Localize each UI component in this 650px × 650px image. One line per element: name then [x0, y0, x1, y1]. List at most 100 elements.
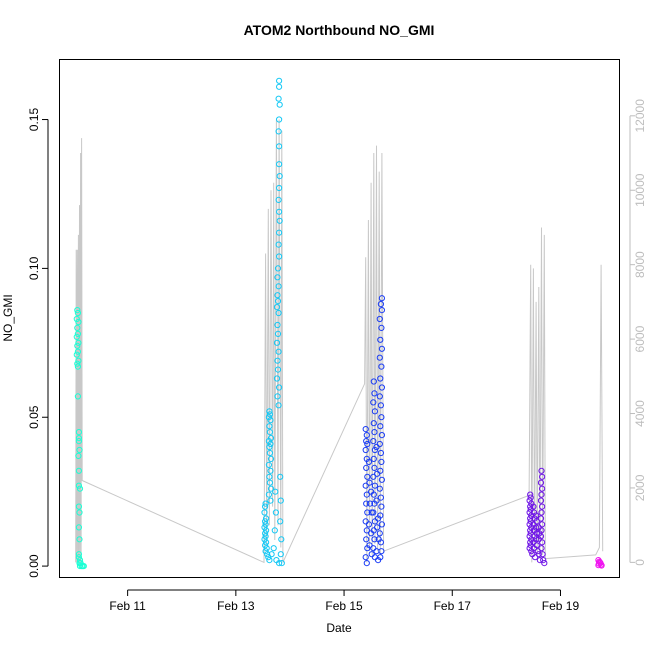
data-point: [265, 491, 272, 498]
data-point: [376, 530, 383, 537]
data-point: [267, 485, 275, 492]
data-point: [366, 479, 373, 486]
data-point: [378, 324, 385, 331]
data-point: [278, 560, 285, 567]
data-point: [365, 521, 372, 528]
data-point: [266, 449, 273, 457]
data-point: [527, 515, 534, 522]
data-point: [371, 408, 378, 415]
data-point: [274, 357, 281, 364]
data-point: [273, 304, 281, 311]
data-point: [378, 384, 385, 391]
data-point: [276, 208, 283, 215]
data-point: [74, 348, 82, 355]
data-point: [263, 545, 270, 552]
data-point: [368, 551, 375, 558]
data-point: [75, 524, 83, 531]
data-point: [74, 330, 82, 337]
data-point: [378, 307, 385, 314]
data-point: [527, 491, 534, 498]
data-point: [76, 509, 83, 516]
data-point: [80, 563, 87, 570]
data-point: [370, 473, 377, 480]
data-point: [538, 491, 545, 498]
data-point: [532, 554, 539, 561]
data-point: [262, 500, 269, 507]
data-point: [378, 345, 385, 352]
data-point: [376, 393, 383, 400]
data-point: [276, 101, 283, 108]
data-point: [75, 452, 82, 459]
x-tick-label: Feb 13: [217, 599, 255, 613]
data-point: [274, 298, 282, 305]
altitude-line: [75, 119, 604, 564]
data-point: [535, 536, 542, 543]
data-point: [377, 301, 384, 308]
data-point: [261, 524, 268, 531]
data-point: [376, 485, 383, 492]
data-point: [276, 116, 283, 123]
data-point: [276, 77, 283, 84]
data-point: [371, 554, 378, 561]
data-point: [378, 432, 385, 439]
data-point: [364, 509, 371, 516]
data-point: [262, 530, 269, 537]
data-point: [534, 548, 541, 555]
data-point: [373, 497, 380, 504]
data-point: [363, 438, 370, 445]
data-point: [276, 229, 283, 236]
data-point: [74, 324, 81, 331]
data-point: [377, 494, 384, 501]
data-point: [533, 536, 540, 543]
data-point: [373, 548, 380, 555]
data-point: [266, 411, 273, 418]
data-point: [266, 423, 273, 430]
data-point: [375, 515, 382, 522]
data-point: [275, 348, 282, 355]
data-point: [530, 503, 537, 510]
data-point: [276, 217, 283, 224]
data-point: [75, 318, 82, 326]
data-point: [538, 467, 545, 474]
data-points: [73, 77, 605, 570]
y2-tick-label: 2000: [633, 474, 647, 501]
y2-tick-label: 12000: [633, 99, 647, 133]
data-point: [374, 524, 381, 531]
data-point: [378, 363, 385, 370]
x-tick-label: Feb 15: [325, 599, 363, 613]
data-point: [363, 527, 370, 534]
data-point: [537, 497, 545, 504]
data-point: [371, 464, 378, 471]
data-point: [263, 515, 270, 522]
data-point: [272, 509, 279, 516]
altitude-trace: [75, 119, 604, 564]
data-point: [276, 184, 283, 192]
y-axis-label: NO_GMI: [1, 294, 15, 341]
data-point: [276, 161, 283, 168]
data-point: [526, 545, 533, 552]
data-point: [373, 443, 380, 451]
data-point: [261, 509, 268, 516]
data-point: [267, 417, 274, 424]
data-point: [277, 473, 284, 480]
data-point: [267, 440, 274, 448]
data-point: [266, 473, 273, 480]
data-point: [75, 551, 83, 558]
data-point: [368, 509, 375, 516]
y-tick-label: 0.05: [27, 405, 41, 429]
data-point: [74, 360, 81, 367]
data-point: [378, 503, 385, 510]
data-point: [533, 518, 540, 525]
data-point: [378, 458, 385, 465]
y2-tick-label: 6000: [633, 325, 647, 352]
data-point: [370, 378, 377, 385]
data-point: [533, 542, 540, 549]
data-point: [363, 560, 370, 567]
data-point: [274, 265, 282, 272]
data-point: [267, 497, 274, 504]
data-point: [377, 402, 384, 409]
data-point: [378, 295, 385, 302]
data-point: [263, 527, 270, 534]
x-tick-label: Feb 17: [434, 599, 472, 613]
data-point: [363, 464, 370, 471]
